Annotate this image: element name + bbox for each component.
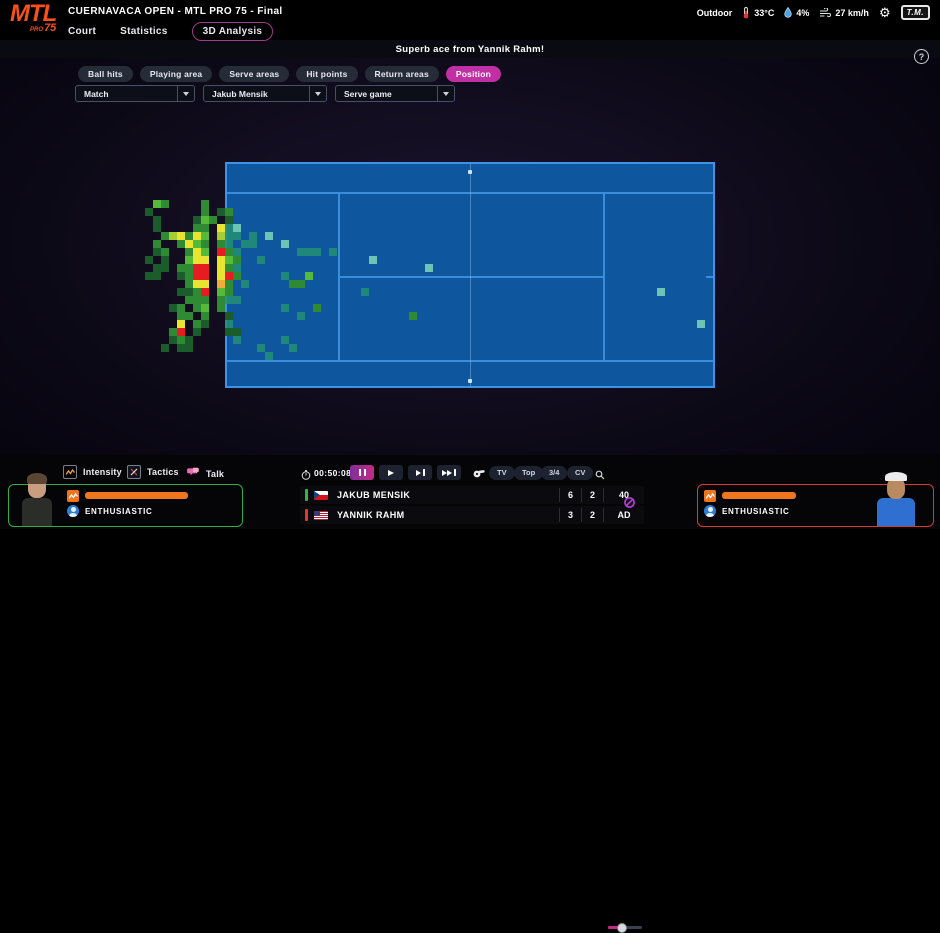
tab-court[interactable]: Court: [68, 26, 97, 37]
view-tv-button[interactable]: TV: [489, 465, 515, 480]
temperature-readout: 33°C: [742, 6, 774, 19]
mood-icon: [704, 505, 716, 517]
view-three-quarter-button[interactable]: 3/4: [541, 465, 568, 480]
player1-photo: [22, 472, 52, 526]
filter-dropdowns: Match Jakub Mensik Serve game: [75, 85, 455, 102]
player-name: YANNIK RAHM: [337, 510, 405, 520]
game-type-dropdown[interactable]: Serve game: [335, 85, 455, 102]
pill-return-areas[interactable]: Return areas: [364, 66, 439, 82]
fast-forward-button[interactable]: [408, 465, 432, 480]
score-row-player1: JAKUB MENSIK 6 2 40: [300, 486, 644, 504]
view-top-button[interactable]: Top: [514, 465, 544, 480]
chevron-down-icon: [177, 86, 194, 101]
net-post-top: [468, 170, 472, 174]
logo-subtext: PRO 75: [30, 22, 57, 34]
set2-score: 2: [589, 490, 595, 500]
game-points: 40: [618, 490, 629, 500]
magnifier-icon: [595, 467, 605, 485]
intensity-bar: [722, 492, 796, 499]
tab-3d-analysis[interactable]: 3D Analysis: [191, 22, 274, 41]
clock-icon: [301, 467, 311, 485]
chevron-down-icon: [437, 86, 454, 101]
mood-icon: [67, 505, 79, 517]
humidity-readout: 4%: [784, 7, 809, 18]
score-row-player2: YANNIK RAHM 3 2 AD: [300, 506, 644, 524]
outdoor-label: Outdoor: [696, 7, 733, 18]
wind-readout: 27 km/h: [819, 7, 869, 18]
set2-score: 2: [589, 510, 595, 520]
serve-indicator: [305, 509, 308, 521]
intensity-bar: [85, 492, 188, 499]
droplet-icon: [784, 7, 793, 18]
notification-bar: Superb ace from Yannik Rahm!: [0, 40, 940, 58]
pill-serve-areas[interactable]: Serve areas: [219, 66, 290, 82]
pause-button[interactable]: [350, 465, 374, 480]
notification-text: Superb ace from Yannik Rahm!: [395, 43, 545, 55]
net-post-bottom: [468, 379, 472, 383]
thermometer-icon: [743, 6, 749, 18]
break-point-slash-icon: [623, 496, 636, 514]
brand-badge: T.M.: [900, 5, 930, 20]
game-points: AD: [617, 510, 631, 520]
top-bar: MTL PRO 75 CUERNAVACA OPEN - MTL PRO 75 …: [0, 0, 940, 41]
slider-knob[interactable]: [617, 922, 627, 933]
tennis-court: [225, 162, 715, 388]
usa-flag-icon: [314, 510, 328, 520]
singles-line-bottom: [227, 360, 713, 362]
play-button[interactable]: [379, 465, 403, 480]
czech-flag-icon: [314, 490, 328, 500]
tactics-icon: [127, 465, 141, 479]
help-icon[interactable]: ?: [914, 49, 929, 64]
intensity-meter-icon: [704, 490, 716, 502]
mood-label: ENTHUSIASTIC: [722, 507, 790, 516]
center-service-line: [338, 276, 604, 278]
serve-indicator: [305, 489, 308, 501]
whistle-icon[interactable]: [472, 466, 486, 484]
wind-icon: [820, 7, 832, 17]
mood-label: ENTHUSIASTIC: [85, 507, 153, 516]
logo-text: MTL: [10, 0, 57, 27]
playback-time: 00:50:08: [314, 468, 352, 478]
intensity-meter-icon: [67, 490, 79, 502]
layer-filter-pills: Ball hits Playing area Serve areas Hit p…: [78, 66, 502, 82]
view-cv-button[interactable]: CV: [567, 465, 594, 480]
tab-statistics[interactable]: Statistics: [120, 26, 168, 37]
intensity-icon: [63, 465, 77, 479]
settings-gear-icon[interactable]: ⚙: [878, 5, 891, 20]
set1-score: 6: [567, 490, 573, 500]
player-dropdown[interactable]: Jakub Mensik: [203, 85, 327, 102]
skip-forward-button[interactable]: [437, 465, 461, 480]
match-dropdown[interactable]: Match: [75, 85, 195, 102]
chevron-down-icon: [309, 86, 326, 101]
intensity-button[interactable]: Intensity: [63, 465, 122, 479]
center-mark-left: [227, 276, 234, 278]
weather-strip: Outdoor 33°C 4% 27 km/h ⚙ T.M.: [697, 5, 930, 20]
net-line: [470, 164, 471, 386]
talk-button[interactable]: Talk: [187, 465, 224, 483]
pill-hit-points[interactable]: Hit points: [296, 66, 358, 82]
app-logo: MTL PRO 75: [10, 0, 57, 35]
pill-position[interactable]: Position: [445, 66, 502, 82]
match-title: CUERNAVACA OPEN - MTL PRO 75 - Final: [68, 6, 283, 17]
chat-bubble-icon: [187, 465, 200, 483]
camera-zoom-slider[interactable]: [608, 922, 642, 933]
center-mark-right: [706, 276, 713, 278]
set1-score: 3: [567, 510, 573, 520]
player-name: JAKUB MENSIK: [337, 490, 411, 500]
pill-playing-area[interactable]: Playing area: [139, 66, 213, 82]
singles-line-top: [227, 192, 713, 194]
player2-photo: [875, 471, 917, 526]
pill-ball-hits[interactable]: Ball hits: [78, 66, 133, 82]
main-tabs: Court Statistics 3D Analysis: [68, 22, 274, 41]
tactics-button[interactable]: Tactics: [127, 465, 179, 479]
